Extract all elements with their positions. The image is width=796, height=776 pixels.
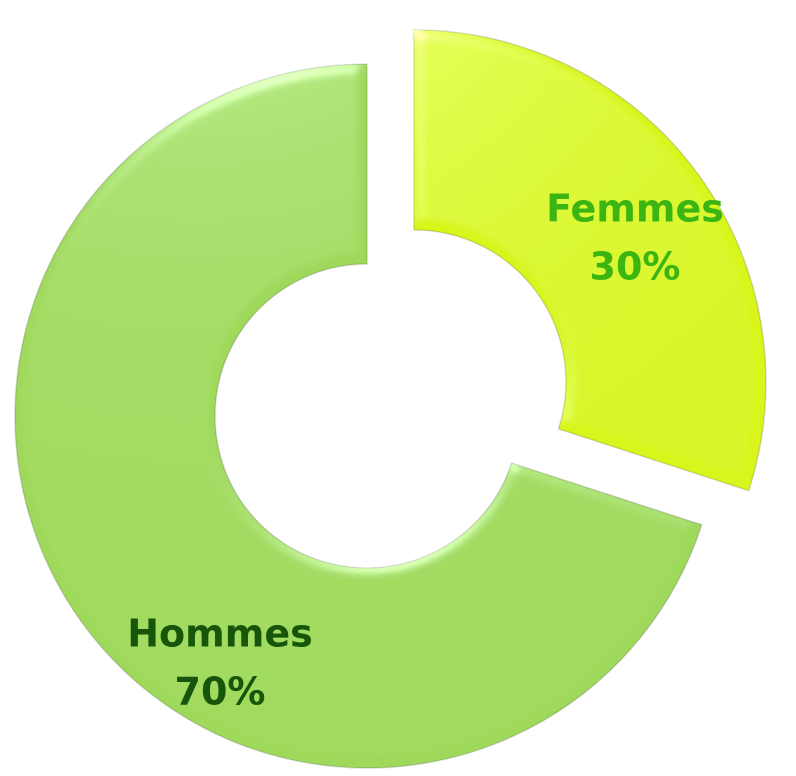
slice-category-label: Hommes [127, 612, 313, 656]
donut-slice [413, 29, 767, 492]
donut-slice [14, 63, 703, 769]
slices [14, 29, 767, 769]
slice-value-label: 70% [175, 670, 266, 714]
slice-value-label: 30% [590, 245, 681, 289]
labels: Femmes 30% Hommes 70% [127, 187, 724, 714]
slice-category-label: Femmes [546, 187, 724, 231]
